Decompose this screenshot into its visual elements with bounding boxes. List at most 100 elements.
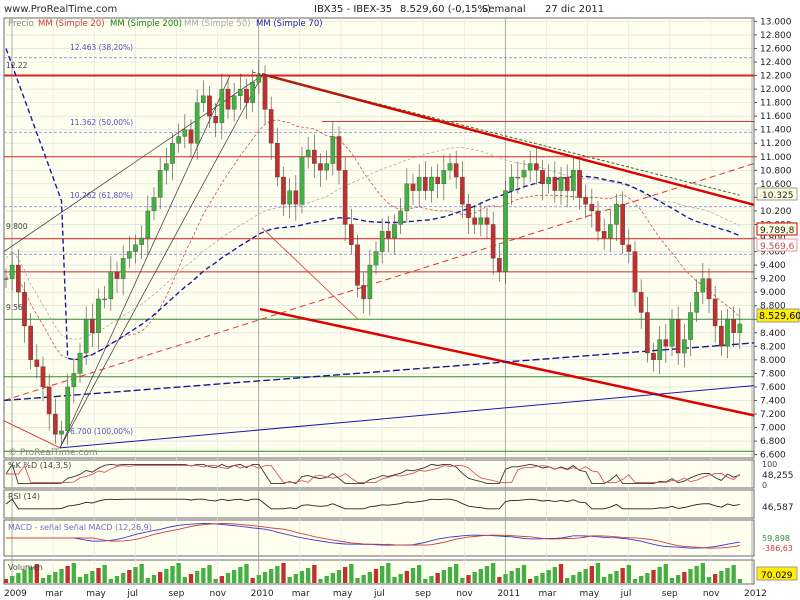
- volume-bar: [565, 578, 570, 583]
- volume-bar: [10, 576, 15, 583]
- candle-body: [626, 244, 632, 252]
- candle-body: [392, 224, 397, 239]
- candle-body: [151, 197, 157, 212]
- ma200-line: [252, 71, 740, 196]
- volume-bar: [77, 577, 83, 583]
- candle-body: [700, 278, 706, 293]
- volume-bar: [651, 570, 656, 583]
- volume-bar: [558, 564, 564, 583]
- volume-bar: [682, 572, 687, 583]
- time-tick-label: may: [333, 589, 353, 599]
- stoch-d-line: [6, 464, 741, 483]
- candle-body: [688, 312, 693, 340]
- candle-body: [651, 352, 656, 360]
- candle-body: [16, 264, 21, 293]
- volume-bar: [731, 565, 736, 583]
- candle-body: [595, 210, 601, 232]
- volume-bar: [164, 569, 169, 583]
- trendline: [261, 227, 359, 320]
- volume-bar: [176, 563, 181, 583]
- price-tick-label: 10.200: [760, 207, 792, 217]
- volume-bar: [429, 576, 434, 583]
- price-tick-label: 8.800: [760, 302, 786, 312]
- candle-body: [441, 170, 447, 184]
- candle-body: [194, 102, 200, 144]
- volume-bar: [349, 564, 354, 583]
- candle-body: [423, 176, 428, 191]
- candle-body: [503, 190, 508, 272]
- rsi-line: [5, 498, 740, 510]
- volume-bar: [676, 575, 681, 583]
- dashed-support: [3, 342, 755, 402]
- volume-bar: [361, 575, 366, 583]
- candle-body: [552, 176, 558, 191]
- candle-body: [219, 88, 225, 124]
- candle-body: [447, 163, 453, 171]
- volume-bar: [34, 564, 39, 583]
- volume-bar: [53, 572, 58, 583]
- volume-bar: [84, 574, 89, 583]
- candle-body: [71, 373, 77, 388]
- volume-bar: [503, 574, 508, 583]
- volume-bar: [127, 570, 132, 583]
- candle-body: [213, 116, 218, 124]
- volume-bar: [398, 574, 403, 583]
- candle-body: [638, 292, 644, 313]
- candle-body: [558, 176, 564, 191]
- candle-body: [521, 170, 527, 178]
- candle-body: [90, 319, 95, 333]
- price-tick-label: 10.600: [760, 180, 792, 190]
- candle-body: [40, 366, 46, 388]
- price-tick-label: 9.600: [760, 248, 786, 258]
- volume-bar: [28, 567, 33, 583]
- macd-signal-line: [6, 523, 740, 549]
- price-tick-label: 10.800: [760, 166, 792, 176]
- ma20-tag: 9.569,6: [760, 242, 795, 252]
- volume-bar: [737, 579, 742, 583]
- period: Semanal: [482, 4, 526, 15]
- candle-body: [256, 75, 262, 83]
- volume-bar: [133, 567, 138, 583]
- volume-bar: [466, 575, 471, 583]
- volume-bar: [336, 570, 342, 583]
- candle-body: [324, 163, 329, 171]
- rsi-value: 46,587: [762, 503, 794, 513]
- volume-bar: [47, 575, 52, 583]
- price-tick-label: 6.800: [760, 437, 786, 447]
- volume-bar: [3, 579, 9, 583]
- volume-bar: [65, 566, 70, 583]
- volume-bar: [700, 563, 705, 583]
- support-resistance-lines: [4, 57, 754, 452]
- volume-bar: [577, 572, 582, 583]
- site-label[interactable]: www.ProRealTime.com: [4, 4, 117, 15]
- candle-body: [102, 298, 107, 301]
- candle-body: [577, 170, 582, 198]
- candle-body: [182, 129, 188, 137]
- candlesticks: [3, 59, 743, 447]
- volume-bar: [330, 573, 335, 583]
- legend-ma20: MM (Simple 20): [38, 19, 105, 29]
- volume-bar: [90, 571, 95, 583]
- volume-bar: [232, 570, 237, 583]
- candle-body: [737, 323, 743, 333]
- price-tick-label: 7.400: [760, 396, 786, 406]
- level-12220-label: 12.22: [6, 61, 28, 70]
- candle-body: [478, 217, 484, 225]
- candle-body: [77, 352, 83, 374]
- volume-bar: [102, 565, 107, 583]
- volume-bar: [262, 572, 268, 583]
- candle-body: [571, 170, 576, 191]
- level-9800-label: 9.800: [6, 222, 28, 231]
- dashed-trendline: [3, 163, 755, 401]
- candle-body: [614, 204, 619, 225]
- volume-bar: [509, 571, 514, 583]
- volume-bar: [410, 568, 416, 583]
- volume-bar: [645, 573, 650, 583]
- volume-bar: [355, 578, 360, 583]
- grid-lines: [4, 18, 754, 584]
- volume-bar: [121, 573, 126, 583]
- volume-bar: [207, 565, 212, 583]
- candle-body: [53, 413, 58, 435]
- candle-body: [694, 292, 699, 313]
